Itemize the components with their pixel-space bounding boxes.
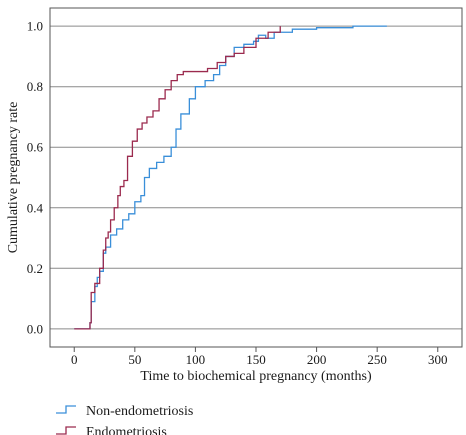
legend: Non-endometriosis Endometriosis [56, 404, 193, 435]
y-tick-label: 0.6 [27, 140, 44, 155]
y-tick-label: 1.0 [27, 19, 43, 34]
x-tick-label: 0 [71, 352, 78, 367]
legend-swatch-endometriosis [56, 426, 76, 435]
plot-area-frame [49, 7, 463, 348]
x-tick-label: 200 [307, 352, 327, 367]
legend-label-non-endometriosis: Non-endometriosis [86, 404, 193, 419]
legend-swatch-non-endometriosis [56, 405, 76, 414]
series-line-endometriosis [74, 26, 281, 330]
y-tick-label: 0.2 [27, 261, 43, 276]
x-axis-title: Time to biochemical pregnancy (months) [140, 369, 372, 384]
x-tick-label: 100 [186, 352, 206, 367]
x-axis-ticks: 0 50 100 150 200 250 300 [71, 347, 448, 367]
gridlines [50, 25, 462, 330]
legend-label-endometriosis: Endometriosis [86, 425, 167, 435]
y-tick-label: 0.4 [27, 200, 44, 215]
y-axis-title: Cumulative pregnancy rate [6, 102, 21, 254]
series-layer [74, 25, 387, 330]
x-tick-label: 50 [128, 352, 141, 367]
y-axis-ticks: 0.0 0.2 0.4 0.6 0.8 1.0 [27, 19, 44, 337]
x-tick-label: 250 [367, 352, 387, 367]
y-tick-label: 0.8 [27, 79, 43, 94]
x-tick-label: 150 [246, 352, 266, 367]
x-tick-label: 300 [428, 352, 448, 367]
series-line-non-endometriosis [74, 25, 387, 330]
y-tick-label: 0.0 [27, 321, 43, 336]
